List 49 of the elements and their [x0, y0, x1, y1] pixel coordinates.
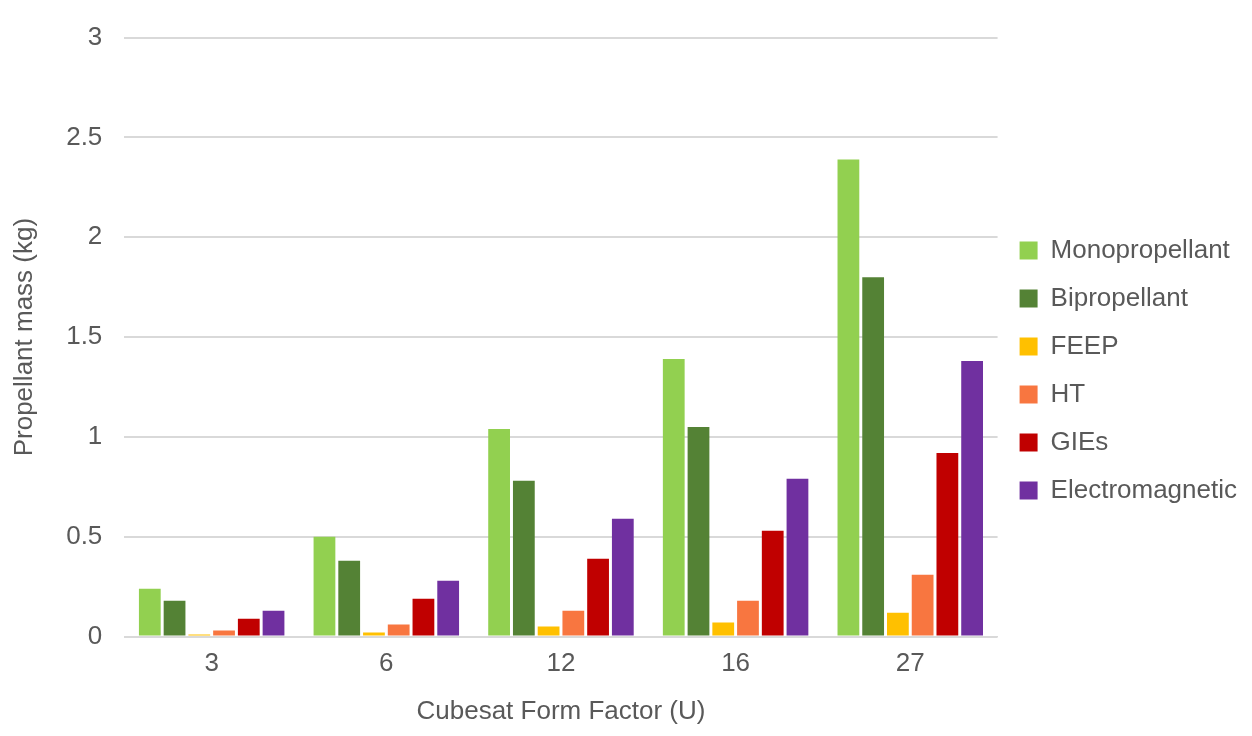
bar: [437, 580, 460, 636]
bar: [887, 612, 909, 636]
bar: [936, 452, 959, 636]
bar: [786, 478, 809, 636]
y-tick-label: 1: [87, 420, 103, 451]
bar: [338, 560, 361, 636]
bar: [562, 610, 585, 636]
legend-label: HT: [1050, 377, 1086, 408]
bar: [313, 536, 336, 636]
bar: [587, 558, 609, 636]
bar: [387, 624, 410, 636]
bar: [837, 159, 860, 636]
bar: [488, 428, 510, 636]
x-tick-label: 12: [546, 647, 576, 678]
bar: [363, 632, 385, 636]
x-tick-label: 3: [204, 647, 219, 678]
legend-label: Monopropellant: [1050, 233, 1231, 264]
x-axis-title: Cubesat Form Factor (U): [416, 694, 706, 725]
bar: [862, 277, 885, 636]
y-tick-label: 2: [87, 220, 103, 251]
bar: [662, 359, 685, 636]
bar: [712, 622, 735, 636]
x-tick-label: 16: [721, 647, 751, 678]
bar: [537, 626, 560, 636]
y-tick-label: 3: [87, 20, 103, 51]
bar: [911, 574, 934, 636]
bar: [237, 618, 260, 636]
bar: [961, 361, 983, 636]
x-tick-label: 27: [895, 647, 925, 678]
legend-label: Bipropellant: [1050, 281, 1189, 312]
bar: [412, 598, 435, 636]
bar: [737, 600, 759, 636]
bar: [761, 530, 784, 636]
legend-label: GIEs: [1050, 425, 1109, 456]
bar: [512, 480, 535, 636]
y-axis-title: Propellant mass (kg): [7, 217, 38, 457]
bar: [163, 600, 186, 636]
y-tick-label: 1.5: [66, 320, 103, 351]
bar: [213, 630, 235, 636]
bar: [262, 610, 285, 636]
bar: [611, 518, 634, 636]
x-tick-label: 6: [379, 647, 394, 678]
y-tick-label: 0: [87, 619, 103, 650]
bar: [138, 588, 161, 636]
legend-label: FEEP: [1050, 329, 1119, 360]
legend-label: Electromagnetic: [1050, 473, 1237, 504]
y-tick-label: 0.5: [66, 519, 103, 550]
bar: [687, 426, 710, 636]
y-tick-label: 2.5: [66, 120, 103, 151]
